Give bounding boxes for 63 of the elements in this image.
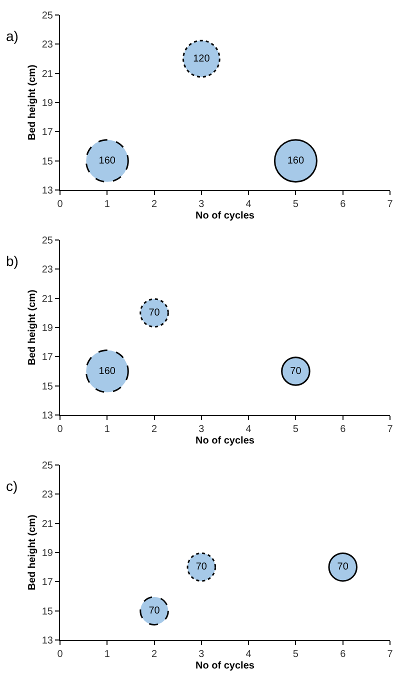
y-tick-label: 15 bbox=[42, 606, 54, 618]
x-tick-label: 4 bbox=[246, 424, 252, 435]
data-label: 160 bbox=[98, 366, 116, 377]
x-axis-title: No of cycles bbox=[196, 436, 255, 446]
y-tick-label: 15 bbox=[42, 381, 54, 392]
y-tick-label: 25 bbox=[42, 236, 54, 246]
text: a) bbox=[6, 28, 18, 44]
x-tick-label: 1 bbox=[104, 199, 110, 210]
data-label: 70 bbox=[148, 307, 160, 318]
y-tick-label: 21 bbox=[42, 68, 54, 80]
y-tick-label: 13 bbox=[42, 410, 54, 422]
y-tick-label: 23 bbox=[42, 490, 54, 501]
y-axis-title: Bed height (cm) bbox=[26, 514, 38, 590]
y-tick-label: 25 bbox=[42, 460, 54, 472]
x-tick-label: 7 bbox=[387, 649, 394, 660]
x-tick-label: 5 bbox=[292, 649, 299, 660]
x-tick-label: 1 bbox=[104, 424, 110, 435]
y-axis-title: Bed height (cm) bbox=[26, 290, 38, 366]
x-tick-label: 6 bbox=[340, 424, 346, 435]
data-label: 120 bbox=[193, 53, 210, 64]
x-tick-label: 4 bbox=[246, 649, 252, 660]
y-tick-label: 17 bbox=[42, 352, 54, 364]
y-tick-label: 15 bbox=[42, 156, 54, 168]
x-tick-label: 1 bbox=[104, 649, 110, 660]
y-tick-label: 19 bbox=[42, 548, 54, 559]
y-tick-label: 25 bbox=[42, 10, 54, 22]
data-label: 160 bbox=[98, 155, 116, 166]
y-tick-label: 21 bbox=[42, 518, 54, 530]
x-tick-label: 2 bbox=[152, 649, 158, 660]
y-tick-label: 23 bbox=[42, 264, 54, 276]
x-tick-label: 4 bbox=[246, 199, 252, 210]
x-tick-label: 0 bbox=[57, 199, 64, 210]
y-tick-label: 19 bbox=[42, 323, 54, 334]
data-label: 70 bbox=[337, 562, 349, 573]
x-tick-label: 7 bbox=[387, 424, 394, 435]
x-axis-title: No of cycles bbox=[196, 210, 255, 222]
x-tick-label: 0 bbox=[57, 649, 64, 660]
x-tick-label: 2 bbox=[152, 199, 158, 210]
data-label: 70 bbox=[148, 605, 160, 616]
x-tick-label: 2 bbox=[152, 424, 158, 435]
text: c) bbox=[6, 478, 18, 494]
y-tick-label: 17 bbox=[42, 577, 54, 588]
y-tick-label: 13 bbox=[42, 636, 54, 646]
y-tick-label: 19 bbox=[42, 98, 54, 109]
x-tick-label: 6 bbox=[340, 199, 346, 210]
y-tick-label: 13 bbox=[42, 186, 54, 196]
x-axis-title: No of cycles bbox=[196, 660, 255, 672]
x-tick-label: 0 bbox=[57, 424, 64, 435]
x-tick-label: 3 bbox=[198, 199, 205, 210]
text: b) bbox=[6, 253, 18, 269]
x-tick-label: 5 bbox=[292, 199, 299, 210]
y-tick-label: 17 bbox=[42, 127, 54, 138]
y-tick-label: 21 bbox=[42, 294, 54, 305]
x-tick-label: 5 bbox=[292, 424, 299, 435]
x-tick-label: 6 bbox=[340, 649, 346, 660]
data-label: 70 bbox=[290, 366, 302, 377]
x-tick-label: 3 bbox=[198, 424, 205, 435]
x-tick-label: 3 bbox=[198, 649, 205, 660]
y-tick-label: 23 bbox=[42, 40, 54, 51]
x-tick-label: 7 bbox=[387, 199, 394, 210]
data-label: 160 bbox=[287, 155, 304, 166]
data-label: 70 bbox=[196, 562, 208, 573]
y-axis-title: Bed height (cm) bbox=[26, 64, 38, 140]
